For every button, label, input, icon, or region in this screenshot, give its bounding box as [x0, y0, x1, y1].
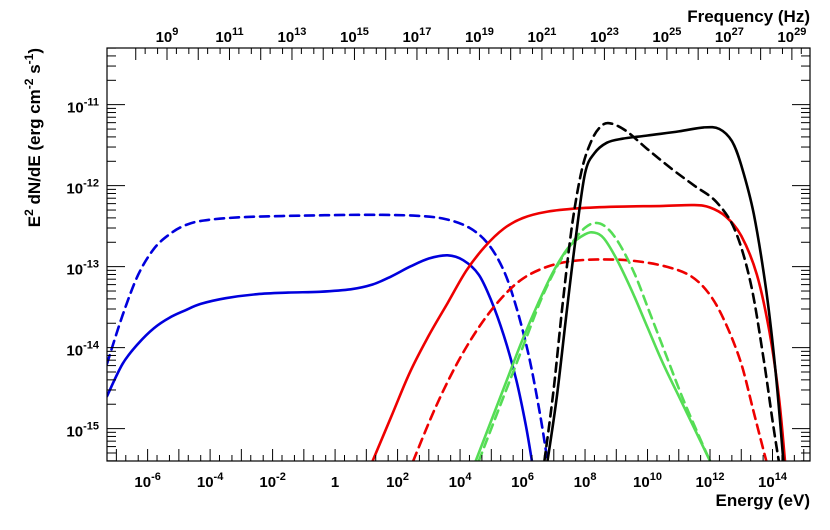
series-line-4 — [474, 230, 712, 461]
x2-tick-label: 1011 — [215, 26, 243, 46]
x2-axis-title: Frequency (Hz) — [687, 7, 810, 26]
x2-tick-label: 1021 — [527, 26, 556, 46]
y-axis-title: E2 dN/dE (erg cm-2 s-1) — [22, 48, 44, 227]
x2-tick-label: 1015 — [340, 26, 369, 46]
x-tick-label: 1014 — [758, 471, 788, 491]
x-tick-label: 104 — [449, 471, 473, 491]
series-line-2 — [371, 203, 787, 461]
x2-tick-label: 109 — [156, 26, 179, 46]
series-line-3 — [411, 258, 768, 461]
series-line-7 — [543, 121, 781, 461]
curves-layer — [107, 121, 787, 461]
x-tick-label: 10-2 — [259, 471, 285, 491]
y-tick-label: 10-13 — [66, 259, 99, 279]
x-axis-title: Energy (eV) — [716, 491, 810, 510]
x-tick-label: 106 — [511, 471, 534, 491]
y-tick-label: 10-11 — [67, 97, 99, 117]
labels-layer: 10-6 10-4 10-2 1 102 104 106 108 1010 1012 1014 109… — [22, 7, 810, 510]
series-line-6 — [546, 125, 785, 461]
series-line-0 — [107, 253, 534, 461]
x2-tick-label: 1017 — [402, 26, 431, 46]
y-tick-label: 10-12 — [66, 178, 99, 198]
x2-tick-label: 1025 — [652, 26, 681, 46]
y-tick-label: 10-15 — [66, 421, 99, 441]
series-line-1 — [107, 213, 549, 461]
x-tick-label: 10-6 — [134, 471, 160, 491]
x2-tick-label: 1019 — [465, 26, 494, 46]
x2-tick-label: 1027 — [715, 26, 744, 46]
x2-tick-label: 1023 — [590, 26, 619, 46]
x-tick-label: 10-4 — [197, 471, 224, 491]
x2-tick-label: 1013 — [277, 26, 306, 46]
x-tick-label: 1010 — [633, 471, 662, 491]
x-tick-label: 108 — [574, 471, 597, 491]
series-line-5 — [477, 221, 712, 461]
x-tick-label: 102 — [386, 471, 409, 491]
y-tick-label: 10-14 — [66, 340, 99, 360]
plot-frame — [106, 47, 811, 462]
x2-tick-label: 1029 — [777, 26, 806, 46]
x-tick-label: 1 — [331, 474, 339, 491]
axes-layer — [106, 47, 811, 462]
x-tick-label: 1012 — [696, 471, 725, 491]
